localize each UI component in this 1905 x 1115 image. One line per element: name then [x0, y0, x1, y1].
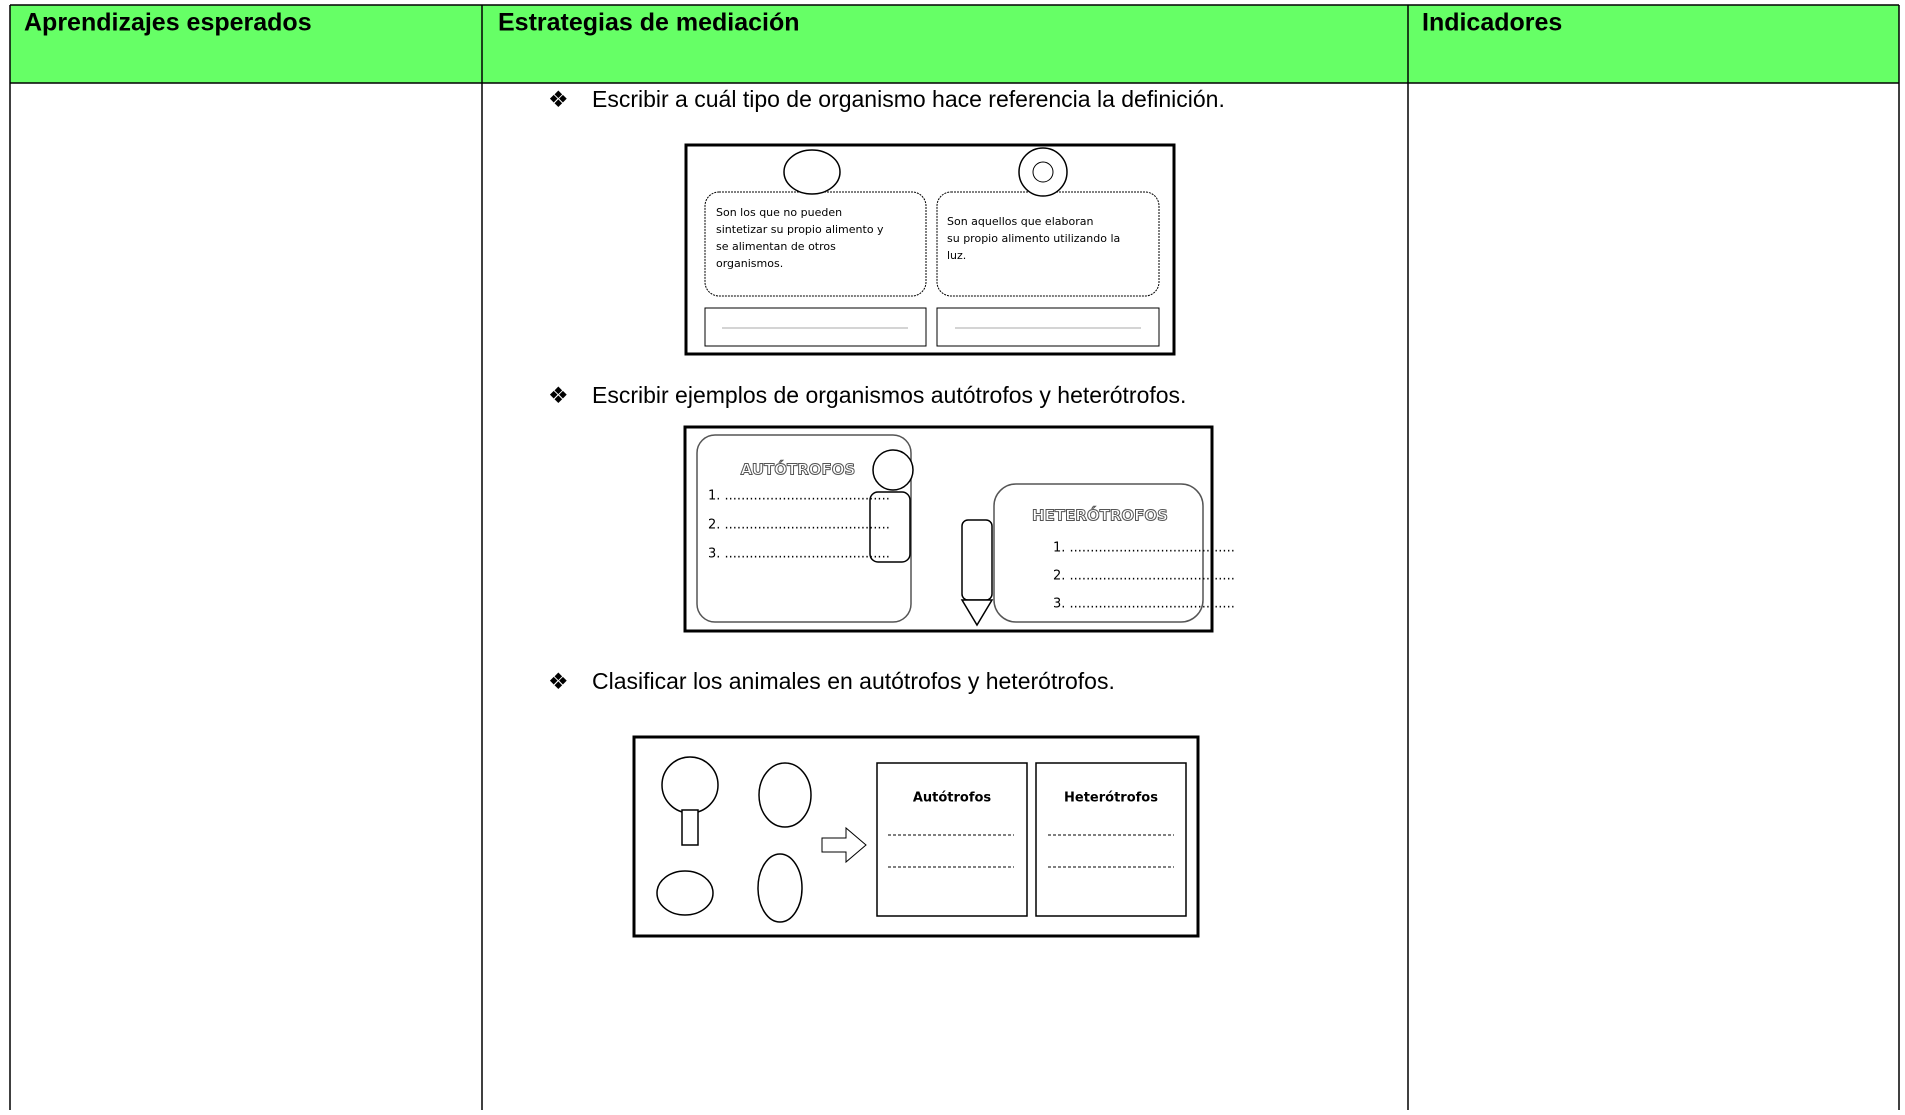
answer-line: 2. .....................................… — [1053, 569, 1235, 584]
card-text: sintetizar su propio alimento y — [716, 223, 884, 236]
figure-title: HETERÓTROFOS — [1032, 506, 1168, 525]
answer-line: 1. .....................................… — [708, 489, 890, 504]
bullet: ❖ — [548, 668, 569, 694]
worksheet-figure — [683, 425, 1214, 633]
card-text: su propio alimento utilizando la — [947, 232, 1120, 245]
card-text: se alimentan de otros — [716, 240, 836, 253]
header-cell: Estrategias de mediación — [498, 9, 800, 37]
bullet: ❖ — [548, 382, 569, 408]
header-cell: Aprendizajes esperados — [24, 9, 312, 37]
answer-line: 3. .....................................… — [1053, 597, 1235, 612]
figure-title: AUTÓTROFOS — [741, 460, 856, 479]
worksheet-figure — [632, 735, 1200, 938]
card-text: organismos. — [716, 257, 783, 270]
answer-line: 2. .....................................… — [708, 518, 890, 533]
table-grid — [9, 4, 1900, 1110]
card-text: Son aquellos que elaboran — [947, 215, 1093, 228]
header-cell: Indicadores — [1422, 9, 1562, 37]
bullet: ❖ — [548, 86, 569, 112]
header-row — [10, 5, 1899, 83]
card-text: Son los que no pueden — [716, 206, 842, 219]
box-label: Autótrofos — [913, 791, 992, 806]
answer-line: 1. .....................................… — [1053, 541, 1235, 556]
activity-text: Clasificar los animales en autótrofos y … — [592, 668, 1115, 694]
activity-text: Escribir a cuál tipo de organismo hace r… — [592, 86, 1225, 112]
worksheet-figure — [684, 143, 1176, 356]
activity-text: Escribir ejemplos de organismos autótrof… — [592, 382, 1186, 408]
card-text: luz. — [947, 249, 966, 262]
box-label: Heterótrofos — [1064, 791, 1158, 806]
answer-line: 3. .....................................… — [708, 547, 890, 562]
